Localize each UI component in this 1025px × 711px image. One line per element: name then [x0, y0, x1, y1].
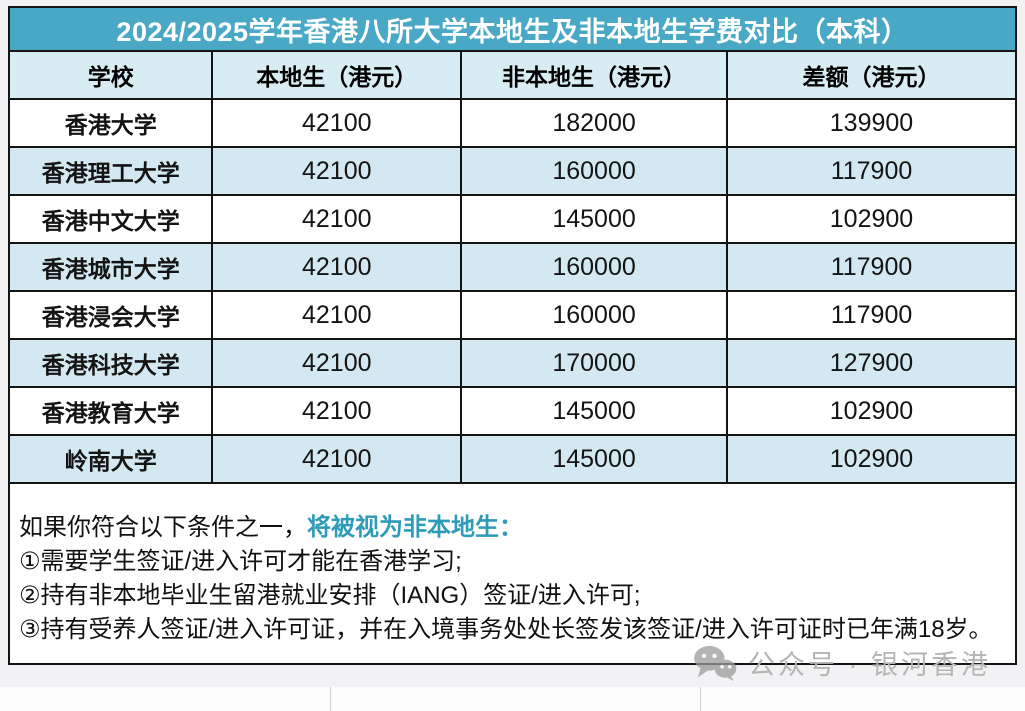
table-row: 香港大学 42100 182000 139900 [7, 98, 1018, 148]
column-header-school: 学校 [7, 50, 214, 100]
difference-cell: 117900 [725, 242, 1018, 292]
table-title: 2024/2025学年香港八所大学本地生及非本地生学费对比（本科） [8, 6, 1017, 52]
difference-cell: 102900 [725, 194, 1018, 244]
nonlocal-fee-cell: 145000 [460, 386, 728, 436]
note-intro-plain: 如果你符合以下条件之一， [19, 514, 307, 541]
local-fee-cell: 42100 [211, 386, 463, 436]
difference-cell: 127900 [725, 338, 1018, 388]
local-fee-cell: 42100 [211, 194, 463, 244]
nonlocal-fee-cell: 170000 [460, 338, 728, 388]
column-header-local: 本地生（港元） [211, 50, 463, 100]
table-row: 岭南大学 42100 145000 102900 [7, 434, 1018, 484]
local-fee-cell: 42100 [211, 338, 463, 388]
wechat-account-label: 公众号 · 银河香港 [748, 650, 991, 680]
column-header-nonlocal: 非本地生（港元） [460, 50, 728, 100]
nonlocal-fee-cell: 160000 [460, 290, 728, 340]
nonlocal-fee-cell: 145000 [460, 434, 728, 484]
nonlocal-fee-cell: 160000 [460, 146, 728, 196]
table-row: 香港浸会大学 42100 160000 117900 [7, 290, 1018, 340]
table-row: 香港教育大学 42100 145000 102900 [7, 386, 1018, 436]
local-fee-cell: 42100 [211, 98, 463, 148]
difference-cell: 139900 [725, 98, 1018, 148]
note-item-2: ②持有非本地毕业生留港就业安排（IANG）签证/进入许可; [19, 582, 641, 609]
cutoff-column-divider [330, 687, 331, 711]
difference-cell: 102900 [725, 386, 1018, 436]
school-name-cell: 香港大学 [7, 98, 214, 148]
school-name-cell: 香港浸会大学 [7, 290, 214, 340]
nonlocal-fee-cell: 160000 [460, 242, 728, 292]
school-name-cell: 香港理工大学 [7, 146, 214, 196]
difference-cell: 117900 [725, 146, 1018, 196]
column-header-diff: 差额（港元） [725, 50, 1018, 100]
difference-cell: 117900 [725, 290, 1018, 340]
local-fee-cell: 42100 [211, 434, 463, 484]
nonlocal-fee-cell: 182000 [460, 98, 728, 148]
note-intro-highlight: 将被视为非本地生： [307, 514, 523, 541]
wechat-icon [692, 644, 738, 682]
table-body: 香港大学 42100 182000 139900 香港理工大学 42100 160000 11… [7, 98, 1018, 484]
note-item-1: ①需要学生签证/进入许可才能在香港学习; [19, 548, 462, 575]
note-intro: 如果你符合以下条件之一，将被视为非本地生： [19, 511, 1003, 545]
table-row: 香港科技大学 42100 170000 127900 [7, 338, 1018, 388]
school-name-cell: 香港教育大学 [7, 386, 214, 436]
wechat-watermark: 公众号 · 银河香港 [692, 643, 991, 682]
tuition-table: 学校 本地生（港元） 非本地生（港元） 差额（港元） 香港大学 42100 1820… [7, 50, 1018, 484]
school-name-cell: 香港中文大学 [7, 194, 214, 244]
difference-cell: 102900 [725, 434, 1018, 484]
table-row: 香港城市大学 42100 160000 117900 [7, 242, 1018, 292]
school-name-cell: 岭南大学 [7, 434, 214, 484]
tuition-comparison-sheet: 2024/2025学年香港八所大学本地生及非本地生学费对比（本科） 学校 本地生… [7, 6, 1018, 665]
table-row: 香港理工大学 42100 160000 117900 [7, 146, 1018, 196]
header-row: 学校 本地生（港元） 非本地生（港元） 差额（港元） [7, 50, 1018, 100]
cutoff-column-divider [700, 687, 701, 711]
nonlocal-fee-cell: 145000 [460, 194, 728, 244]
local-fee-cell: 42100 [211, 146, 463, 196]
local-fee-cell: 42100 [211, 242, 463, 292]
note-item-3: ③持有受养人签证/进入许可证，并在入境事务处处长签发该签证/进入许可证时已年满1… [19, 616, 993, 643]
table-row: 香港中文大学 42100 145000 102900 [7, 194, 1018, 244]
school-name-cell: 香港城市大学 [7, 242, 214, 292]
cutoff-table-strip [0, 687, 1025, 711]
school-name-cell: 香港科技大学 [7, 338, 214, 388]
local-fee-cell: 42100 [211, 290, 463, 340]
note-box: 如果你符合以下条件之一，将被视为非本地生： ①需要学生签证/进入许可才能在香港学… [8, 482, 1017, 665]
